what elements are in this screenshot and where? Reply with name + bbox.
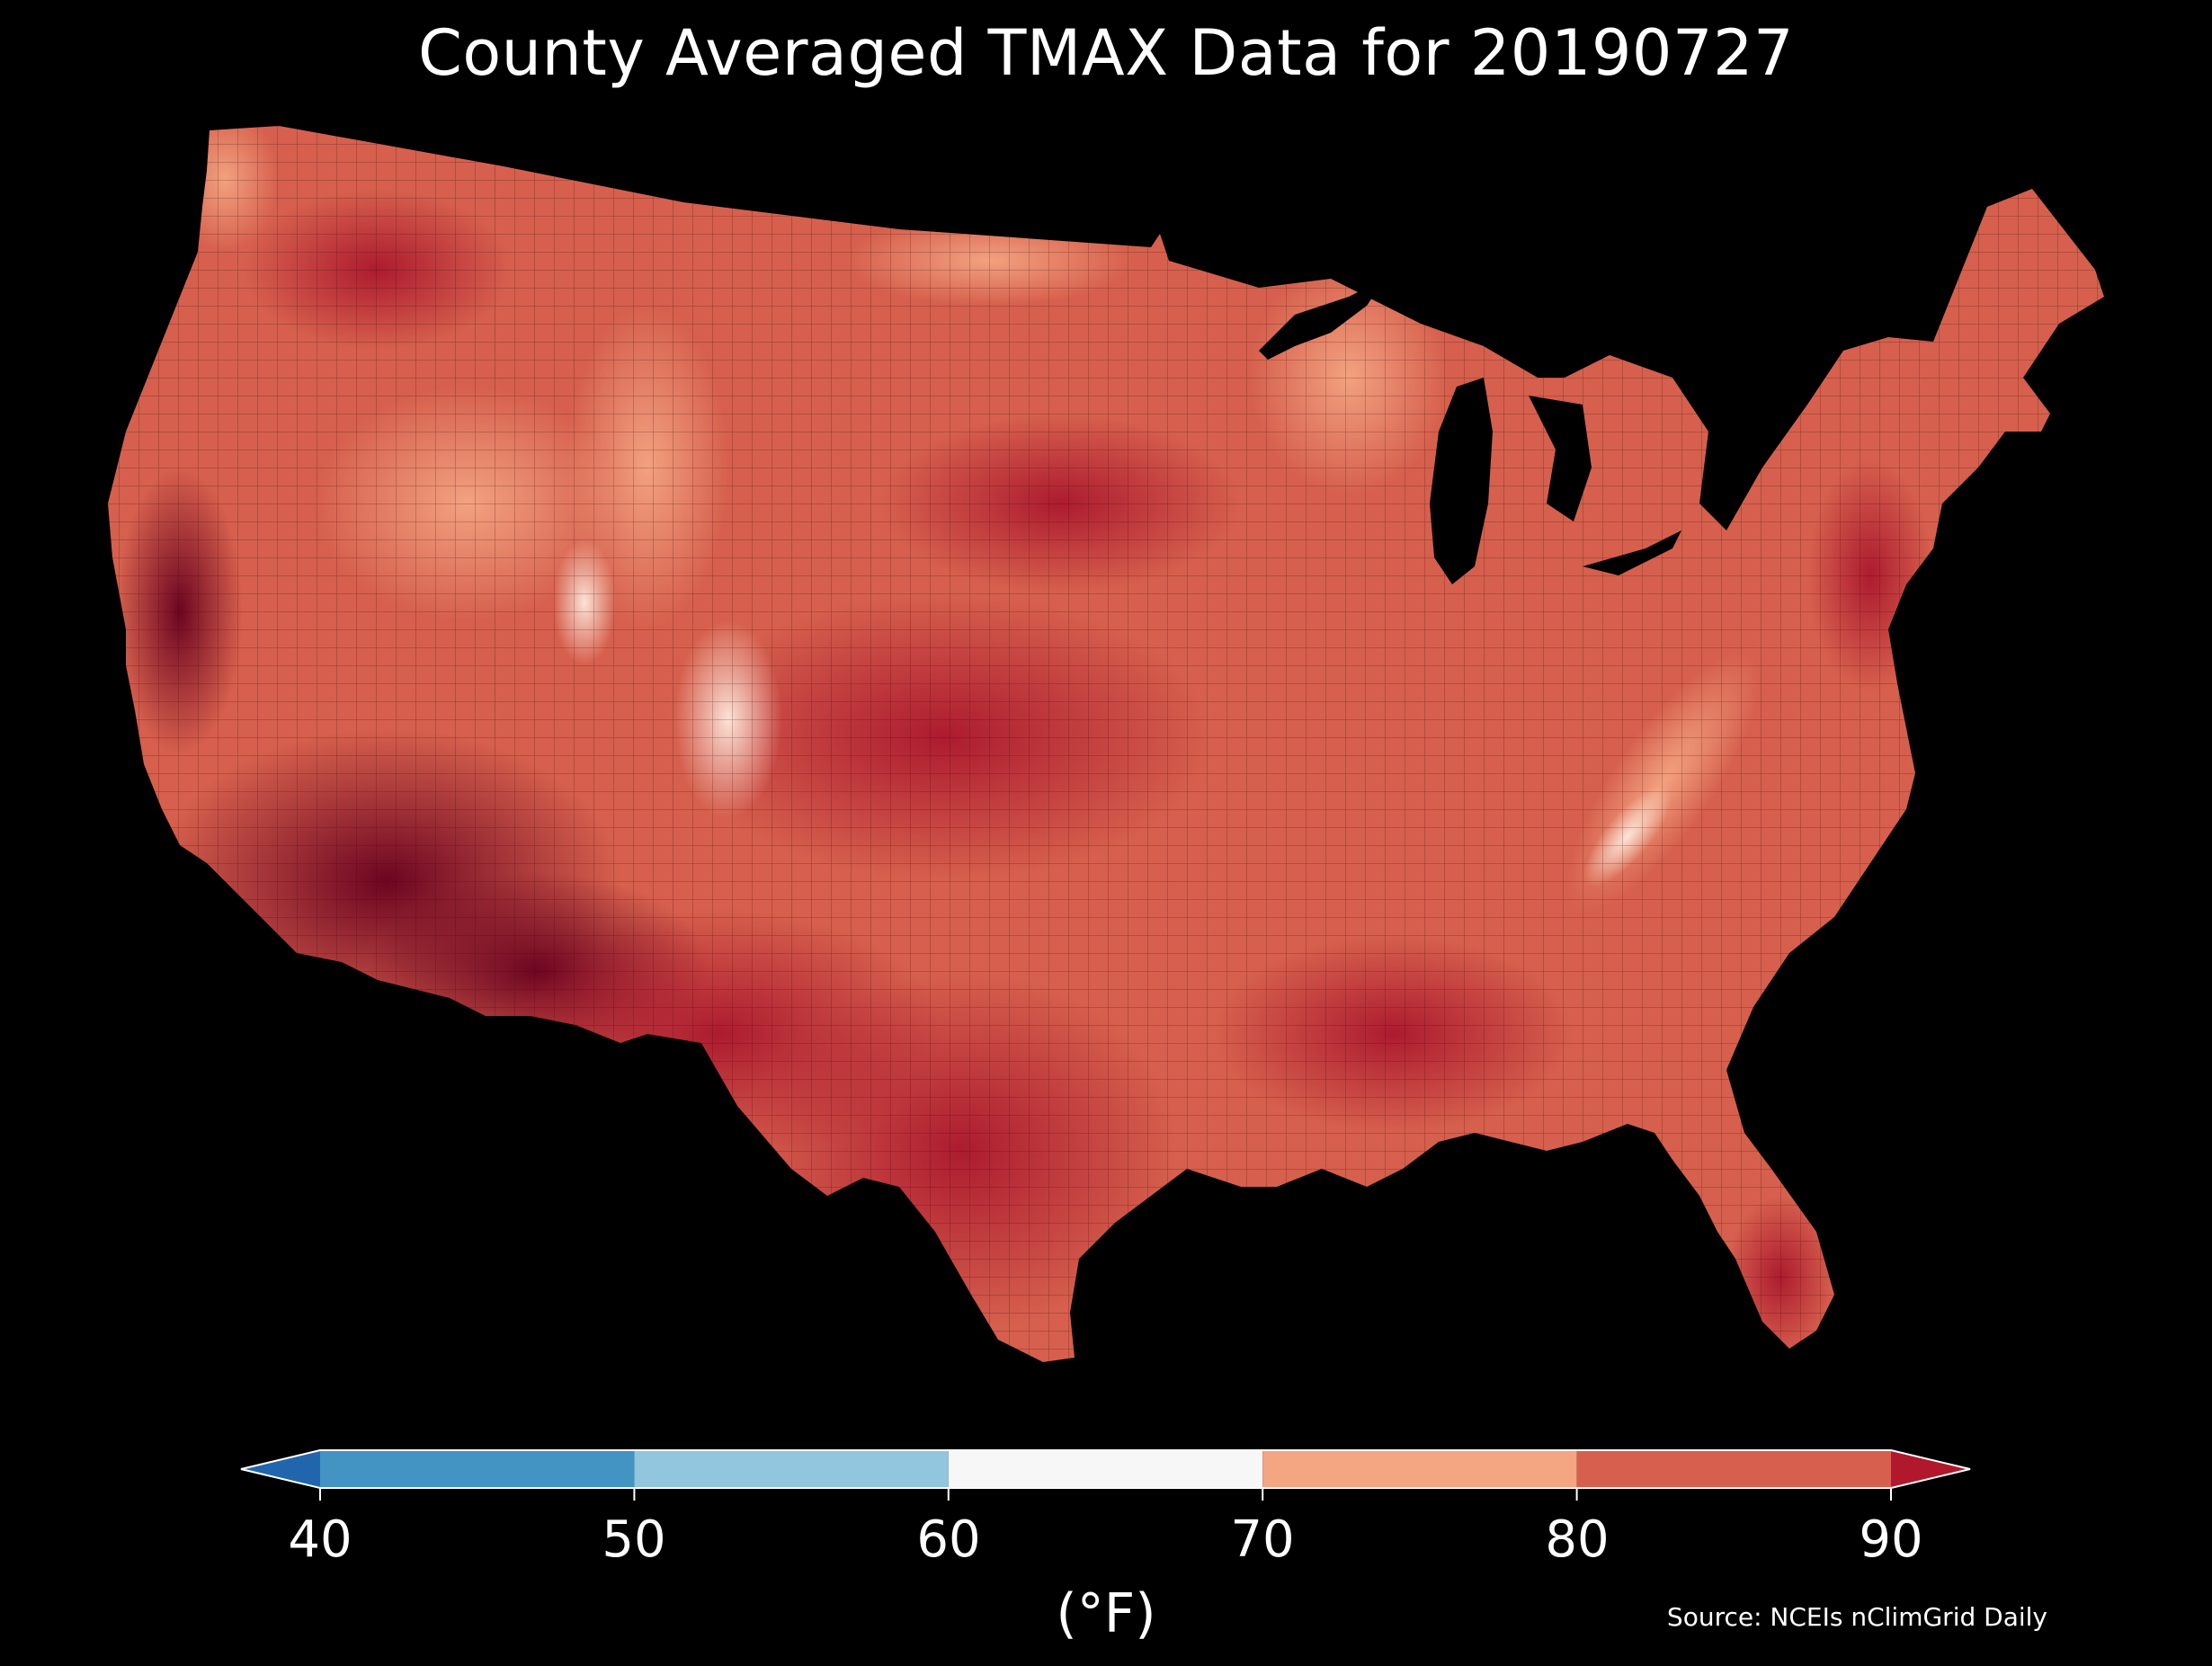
colorbar-bin [320, 1450, 635, 1488]
chart-title: County Averaged TMAX Data for 20190727 [417, 16, 1795, 90]
colorbar-tick: 60 [916, 1510, 981, 1569]
colorbar-bin [634, 1450, 949, 1488]
colorbar-tick: 80 [1545, 1510, 1610, 1569]
lake-superior [1259, 279, 1385, 360]
colorbar-bin [1891, 1450, 1970, 1488]
colorbar-tick: 40 [288, 1510, 352, 1569]
colorbar-tick: 50 [602, 1510, 666, 1569]
colorbar-bin [1576, 1450, 1891, 1488]
colorbar-tick: 90 [1859, 1510, 1923, 1569]
lake-erie [1583, 530, 1681, 575]
colorbar-bin [948, 1450, 1263, 1488]
source-credit: Source: NCEIs nClimGrid Daily [1666, 1602, 2047, 1632]
lake-michigan [1430, 378, 1493, 584]
colorbar-bin [241, 1450, 320, 1488]
lake-huron [1529, 396, 1592, 521]
colorbar-tick: 70 [1230, 1510, 1295, 1569]
colorbar-bin [1262, 1450, 1577, 1488]
colorbar-unit-label: (°F) [1056, 1582, 1156, 1645]
